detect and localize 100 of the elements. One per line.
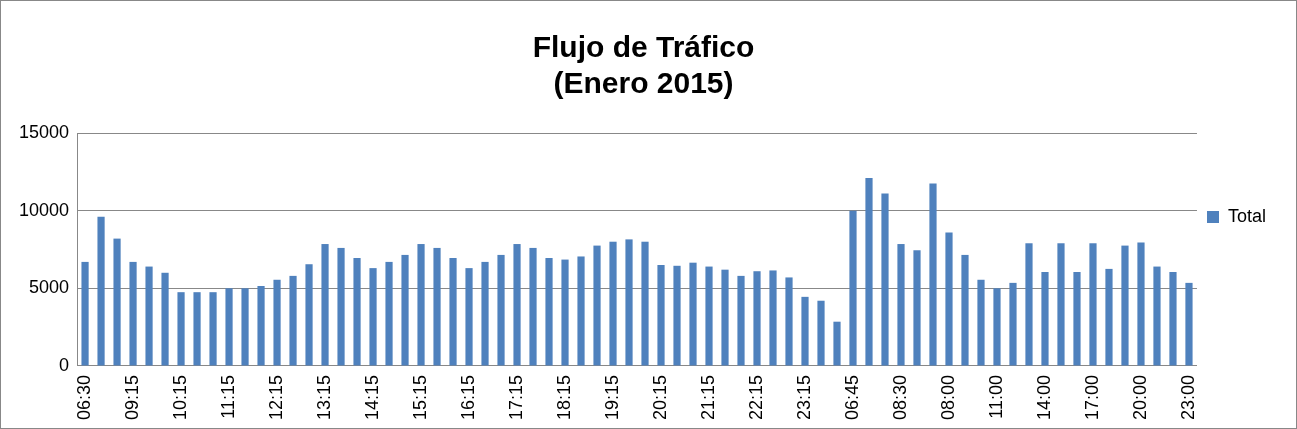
bar xyxy=(241,288,249,366)
bar xyxy=(913,250,921,366)
bar xyxy=(689,262,697,366)
x-tick-label: 20:00 xyxy=(1129,374,1150,420)
x-tick-label: 18:15 xyxy=(553,374,574,420)
bar xyxy=(577,256,585,366)
bar xyxy=(1057,243,1065,366)
y-tick-label: 15000 xyxy=(18,121,70,142)
bar xyxy=(625,239,633,366)
bar xyxy=(593,245,601,366)
bar xyxy=(465,268,473,366)
x-tick-label: 15:15 xyxy=(410,374,430,420)
bar xyxy=(129,261,137,366)
bar xyxy=(513,244,521,366)
x-tick-label: 19:15 xyxy=(601,374,622,420)
bar xyxy=(737,275,745,366)
bar xyxy=(433,247,441,366)
bar xyxy=(561,259,569,366)
bar xyxy=(81,261,89,366)
bar xyxy=(945,232,953,366)
x-tick-label: 21:15 xyxy=(697,374,718,420)
bar xyxy=(337,247,345,366)
bar xyxy=(417,244,425,366)
x-tick-label: 17:00 xyxy=(1081,374,1102,420)
x-tick-label: 23:00 xyxy=(1177,374,1198,420)
bar xyxy=(273,279,281,366)
bar xyxy=(353,258,361,366)
bar xyxy=(1041,272,1049,366)
x-tick-label: 11:15 xyxy=(218,374,239,419)
bar xyxy=(529,247,537,366)
bar xyxy=(113,238,121,366)
x-tick-label: 20:15 xyxy=(649,374,670,420)
bar xyxy=(865,178,873,366)
bar xyxy=(641,241,649,366)
bar xyxy=(225,288,233,366)
bar xyxy=(1169,272,1177,366)
x-tick-label: 22:15 xyxy=(745,374,766,420)
bar xyxy=(177,292,185,366)
bar xyxy=(1185,282,1193,366)
bar xyxy=(193,292,201,366)
bar xyxy=(321,244,329,366)
bar xyxy=(545,258,553,366)
bar xyxy=(977,279,985,366)
bar xyxy=(801,296,809,366)
bar xyxy=(369,268,377,366)
bar xyxy=(449,258,457,366)
x-tick-label: 23:15 xyxy=(793,374,814,420)
x-tick-label: 14:00 xyxy=(1033,374,1054,420)
x-tick-label: 06:45 xyxy=(841,374,862,420)
x-tick-label: 08:00 xyxy=(937,374,958,420)
bar xyxy=(1073,272,1081,366)
y-tick-label: 10000 xyxy=(18,199,70,220)
bar xyxy=(721,269,729,366)
bar xyxy=(817,300,825,366)
bar xyxy=(769,270,777,366)
bar xyxy=(257,285,265,366)
bar xyxy=(1089,243,1097,366)
bar xyxy=(1009,282,1017,366)
bar xyxy=(145,266,153,366)
x-tick-label: 10:15 xyxy=(170,374,191,420)
bar xyxy=(305,264,313,366)
bar xyxy=(609,241,617,366)
bar xyxy=(497,254,505,366)
bar xyxy=(753,271,761,366)
chart-title: Flujo de Tráfico (Enero 2015) xyxy=(532,30,755,100)
bar xyxy=(897,244,905,366)
bar xyxy=(1153,266,1161,366)
bar xyxy=(1137,242,1145,366)
bar xyxy=(1121,245,1129,366)
bar xyxy=(881,193,889,366)
bar xyxy=(833,321,841,366)
bar xyxy=(401,254,409,366)
bar xyxy=(785,277,793,366)
legend-label: Total xyxy=(1227,205,1267,226)
x-tick-label: 14:15 xyxy=(362,374,382,420)
bar xyxy=(961,254,969,366)
bar xyxy=(849,210,857,366)
x-tick-label: 17:15 xyxy=(505,374,526,420)
x-tick-label: 12:15 xyxy=(266,374,287,420)
x-tick-label: 11:00 xyxy=(985,374,1006,419)
x-tick-label: 09:15 xyxy=(122,374,143,420)
bar xyxy=(209,292,217,366)
bar xyxy=(673,265,681,366)
bar xyxy=(993,288,1001,366)
bar xyxy=(929,183,937,366)
y-tick-label: 0 xyxy=(59,354,70,375)
bar xyxy=(289,275,297,366)
x-tick-label: 06:30 xyxy=(74,374,95,420)
bar xyxy=(385,261,393,366)
bar xyxy=(657,265,665,366)
bar xyxy=(1105,268,1113,366)
bar xyxy=(481,261,489,366)
y-tick-label: 5000 xyxy=(29,277,70,298)
x-tick-label: 08:30 xyxy=(889,374,910,420)
x-tick-label: 13:15 xyxy=(314,374,335,420)
bar xyxy=(161,272,169,366)
bar xyxy=(705,266,713,366)
x-tick-label: 16:15 xyxy=(458,374,478,420)
bar xyxy=(97,216,105,366)
bar xyxy=(1025,243,1033,366)
